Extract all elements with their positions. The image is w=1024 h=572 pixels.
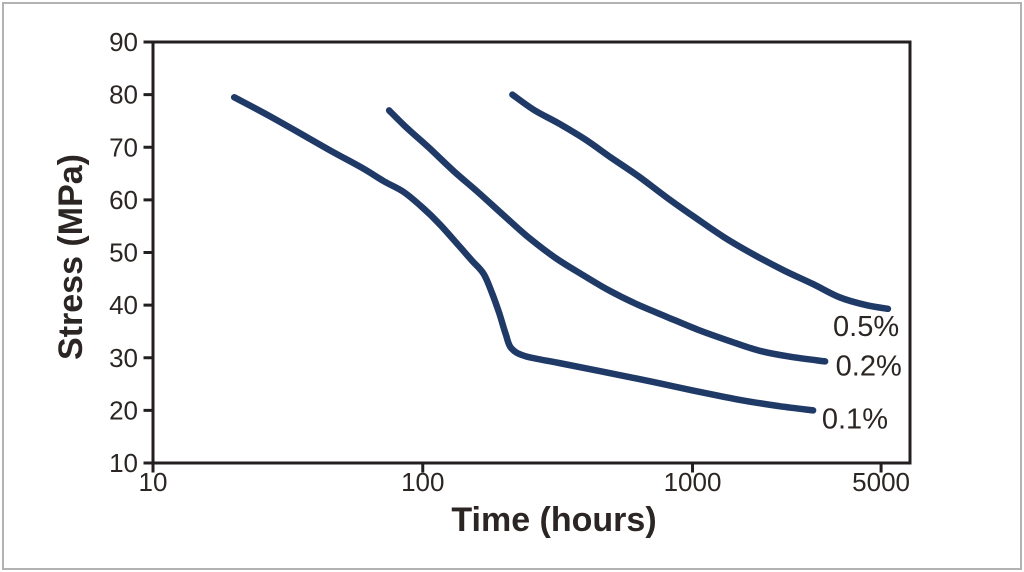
series-line-0.5% bbox=[509, 91, 892, 313]
x-axis-title: Time (hours) bbox=[451, 501, 656, 539]
chart-generated-layer: 10 100 1000 5000 10 20 30 40 50 60 70 80 90 0.1% 0.2% 0… bbox=[109, 27, 910, 497]
x-tick-label: 10 bbox=[139, 467, 168, 497]
series-label-0.5%: 0.5% bbox=[833, 311, 899, 343]
y-tick-label: 70 bbox=[109, 132, 138, 162]
y-tick-label: 80 bbox=[109, 80, 138, 110]
series-label-0.2%: 0.2% bbox=[836, 351, 902, 383]
series-label-0.1%: 0.1% bbox=[822, 403, 888, 435]
y-tick-label: 50 bbox=[109, 238, 138, 268]
y-tick-label: 20 bbox=[109, 395, 138, 425]
x-tick-label: 5000 bbox=[852, 467, 910, 497]
y-tick-label: 90 bbox=[109, 27, 138, 57]
y-tick-label: 60 bbox=[109, 185, 138, 215]
y-axis-title: Stress (MPa) bbox=[52, 154, 90, 360]
series-line-0.2% bbox=[385, 107, 829, 365]
x-tick-label: 1000 bbox=[664, 467, 722, 497]
series-line-0.1% bbox=[230, 94, 817, 414]
x-tick-label: 100 bbox=[401, 467, 444, 497]
y-tick-label: 30 bbox=[109, 343, 138, 373]
plot-border bbox=[151, 40, 912, 465]
y-tick-label: 10 bbox=[109, 448, 138, 478]
y-tick-label: 40 bbox=[109, 290, 138, 320]
